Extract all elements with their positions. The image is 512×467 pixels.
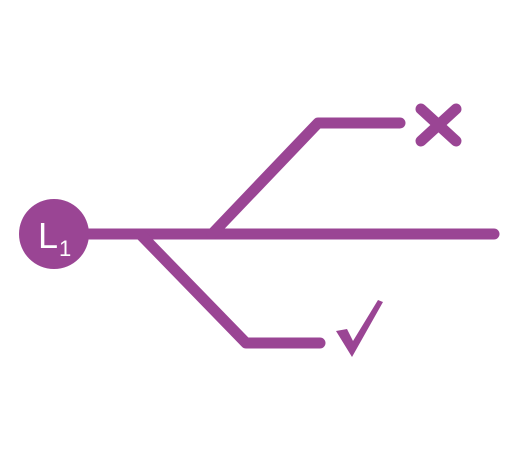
cross-stroke-b <box>415 103 462 147</box>
node-label: L <box>38 215 58 256</box>
start-node-circle <box>19 199 89 269</box>
node-subscript: 1 <box>59 236 71 261</box>
cross-icon <box>415 103 462 147</box>
check-icon <box>336 300 383 357</box>
upper-branch-line <box>206 117 406 240</box>
lower-branch-line <box>134 228 326 349</box>
start-node: L 1 <box>19 199 89 269</box>
